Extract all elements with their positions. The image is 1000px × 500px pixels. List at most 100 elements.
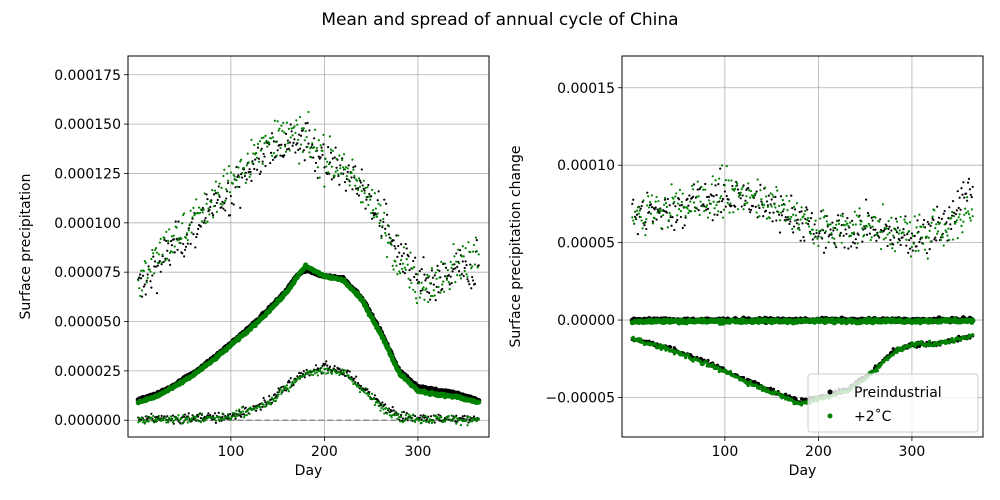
right-warming-upper-point [680, 200, 683, 204]
right-warming-upper-point [656, 211, 659, 214]
left-warming-lower-point [318, 368, 321, 371]
left-preindustrial-upper-point [147, 265, 150, 268]
left-preindustrial-upper-point [229, 194, 232, 198]
right-warming-upper-point [867, 222, 871, 225]
right-preindustrial-upper-point [740, 205, 743, 208]
right-warming-upper-point [836, 228, 839, 231]
left-warming-lower-point [168, 418, 172, 421]
left-warming-upper-point [226, 172, 229, 175]
right-preindustrial-upper-point [824, 246, 827, 249]
right-warming-upper-point [700, 185, 703, 188]
left-preindustrial-upper-point [448, 283, 451, 286]
right-warming-upper-point [899, 215, 902, 218]
left-preindustrial-upper-point [164, 257, 167, 260]
left-preindustrial-lower-point [282, 385, 285, 388]
right-preindustrial-upper-point [908, 247, 912, 250]
right-warming-upper-point [677, 208, 681, 211]
right-preindustrial-upper-point [711, 219, 714, 222]
left-warming-upper-point [471, 265, 474, 268]
left-warming-lower-point [233, 412, 236, 415]
left-warming-lower-point [458, 418, 462, 421]
left-warming-lower-point [313, 372, 317, 375]
right-preindustrial-upper-point [658, 211, 661, 214]
right-warming-upper-point [849, 221, 852, 224]
left-preindustrial-upper-point [302, 149, 305, 152]
right-warming-upper-point [896, 241, 899, 244]
left-warming-upper-point [358, 185, 362, 188]
left-warming-upper-point [291, 134, 294, 137]
right-warming-upper-point [811, 228, 814, 231]
right-warming-upper-point [703, 210, 706, 213]
figure-title: Mean and spread of annual cycle of China [321, 10, 678, 30]
left-preindustrial-upper-point [465, 263, 468, 267]
right-preindustrial-upper-point [807, 220, 811, 223]
left-preindustrial-lower-point [160, 414, 163, 417]
right-warming-upper-point [663, 196, 667, 200]
right-warming-upper-point [746, 201, 749, 204]
right-warming-upper-point [860, 220, 863, 223]
right-warming-lower-point [761, 388, 765, 392]
right-preindustrial-upper-point [759, 183, 762, 186]
left-warming-upper-point [308, 151, 311, 154]
left-preindustrial-upper-point [245, 178, 248, 181]
left-warming-upper-point [454, 281, 457, 284]
left-warming-upper-point [460, 255, 463, 258]
right-preindustrial-upper-point [789, 220, 792, 223]
left-warming-upper-point [164, 259, 167, 262]
left-preindustrial-lower-point [280, 386, 283, 389]
left-preindustrial-upper-point [343, 181, 347, 184]
left-warming-upper-point [273, 119, 276, 122]
left-warming-lower-point [138, 417, 141, 420]
left-preindustrial-upper-point [382, 220, 385, 223]
right-preindustrial-upper-point [720, 200, 724, 203]
left-preindustrial-upper-point [215, 201, 218, 204]
left-warming-upper-point [316, 166, 319, 169]
left-warming-lower-point [368, 392, 371, 396]
left-preindustrial-upper-point [380, 234, 383, 238]
left-warming-upper-point [139, 294, 142, 298]
left-preindustrial-upper-point [342, 172, 345, 175]
right-preindustrial-upper-point [899, 243, 902, 247]
left-x-tick-label: 300 [405, 444, 432, 460]
right-warming-upper-point [712, 200, 715, 203]
right-warming-upper-point [728, 211, 731, 214]
right-x-tick-label: 300 [899, 444, 926, 460]
right-preindustrial-upper-point [640, 204, 643, 208]
right-warming-lower-point [759, 384, 763, 388]
left-warming-upper-point [262, 136, 265, 139]
right-warming-upper-point [742, 208, 745, 211]
right-preindustrial-upper-point [769, 203, 772, 206]
left-warming-upper-point [195, 198, 198, 201]
right-preindustrial-upper-point [833, 241, 836, 245]
left-warming-upper-point [470, 267, 473, 270]
left-warming-upper-point [325, 165, 328, 168]
left-warming-upper-point [362, 179, 365, 182]
right-warming-upper-point [958, 213, 961, 216]
right-warming-upper-point [869, 238, 872, 242]
right-warming-upper-point [692, 201, 696, 204]
right-warming-upper-point [809, 232, 813, 235]
right-preindustrial-upper-point [784, 216, 787, 219]
right-warming-upper-point [906, 222, 909, 225]
left-warming-upper-point [203, 192, 206, 195]
left-preindustrial-upper-point [217, 185, 220, 188]
left-warming-upper-point [457, 262, 461, 265]
left-warming-upper-point [199, 208, 203, 211]
left-warming-lower-point [197, 413, 201, 416]
left-warming-upper-point [321, 149, 324, 152]
left-x-axis-label: Day [295, 463, 323, 479]
right-preindustrial-upper-point [907, 251, 910, 254]
left-preindustrial-lower-point [462, 417, 465, 420]
right-warming-lower-point [899, 346, 903, 350]
left-preindustrial-upper-point [201, 206, 204, 210]
left-preindustrial-upper-point [235, 165, 238, 169]
left-warming-lower-point [276, 395, 279, 398]
left-warming-upper-point [334, 170, 337, 173]
left-preindustrial-upper-point [392, 239, 395, 242]
right-warming-upper-point [705, 205, 708, 209]
left-preindustrial-lower-point [252, 405, 255, 408]
left-warming-lower-point [279, 387, 282, 391]
left-warming-upper-point [342, 166, 345, 169]
left-warming-lower-point [370, 396, 373, 400]
right-preindustrial-upper-point [960, 187, 963, 190]
